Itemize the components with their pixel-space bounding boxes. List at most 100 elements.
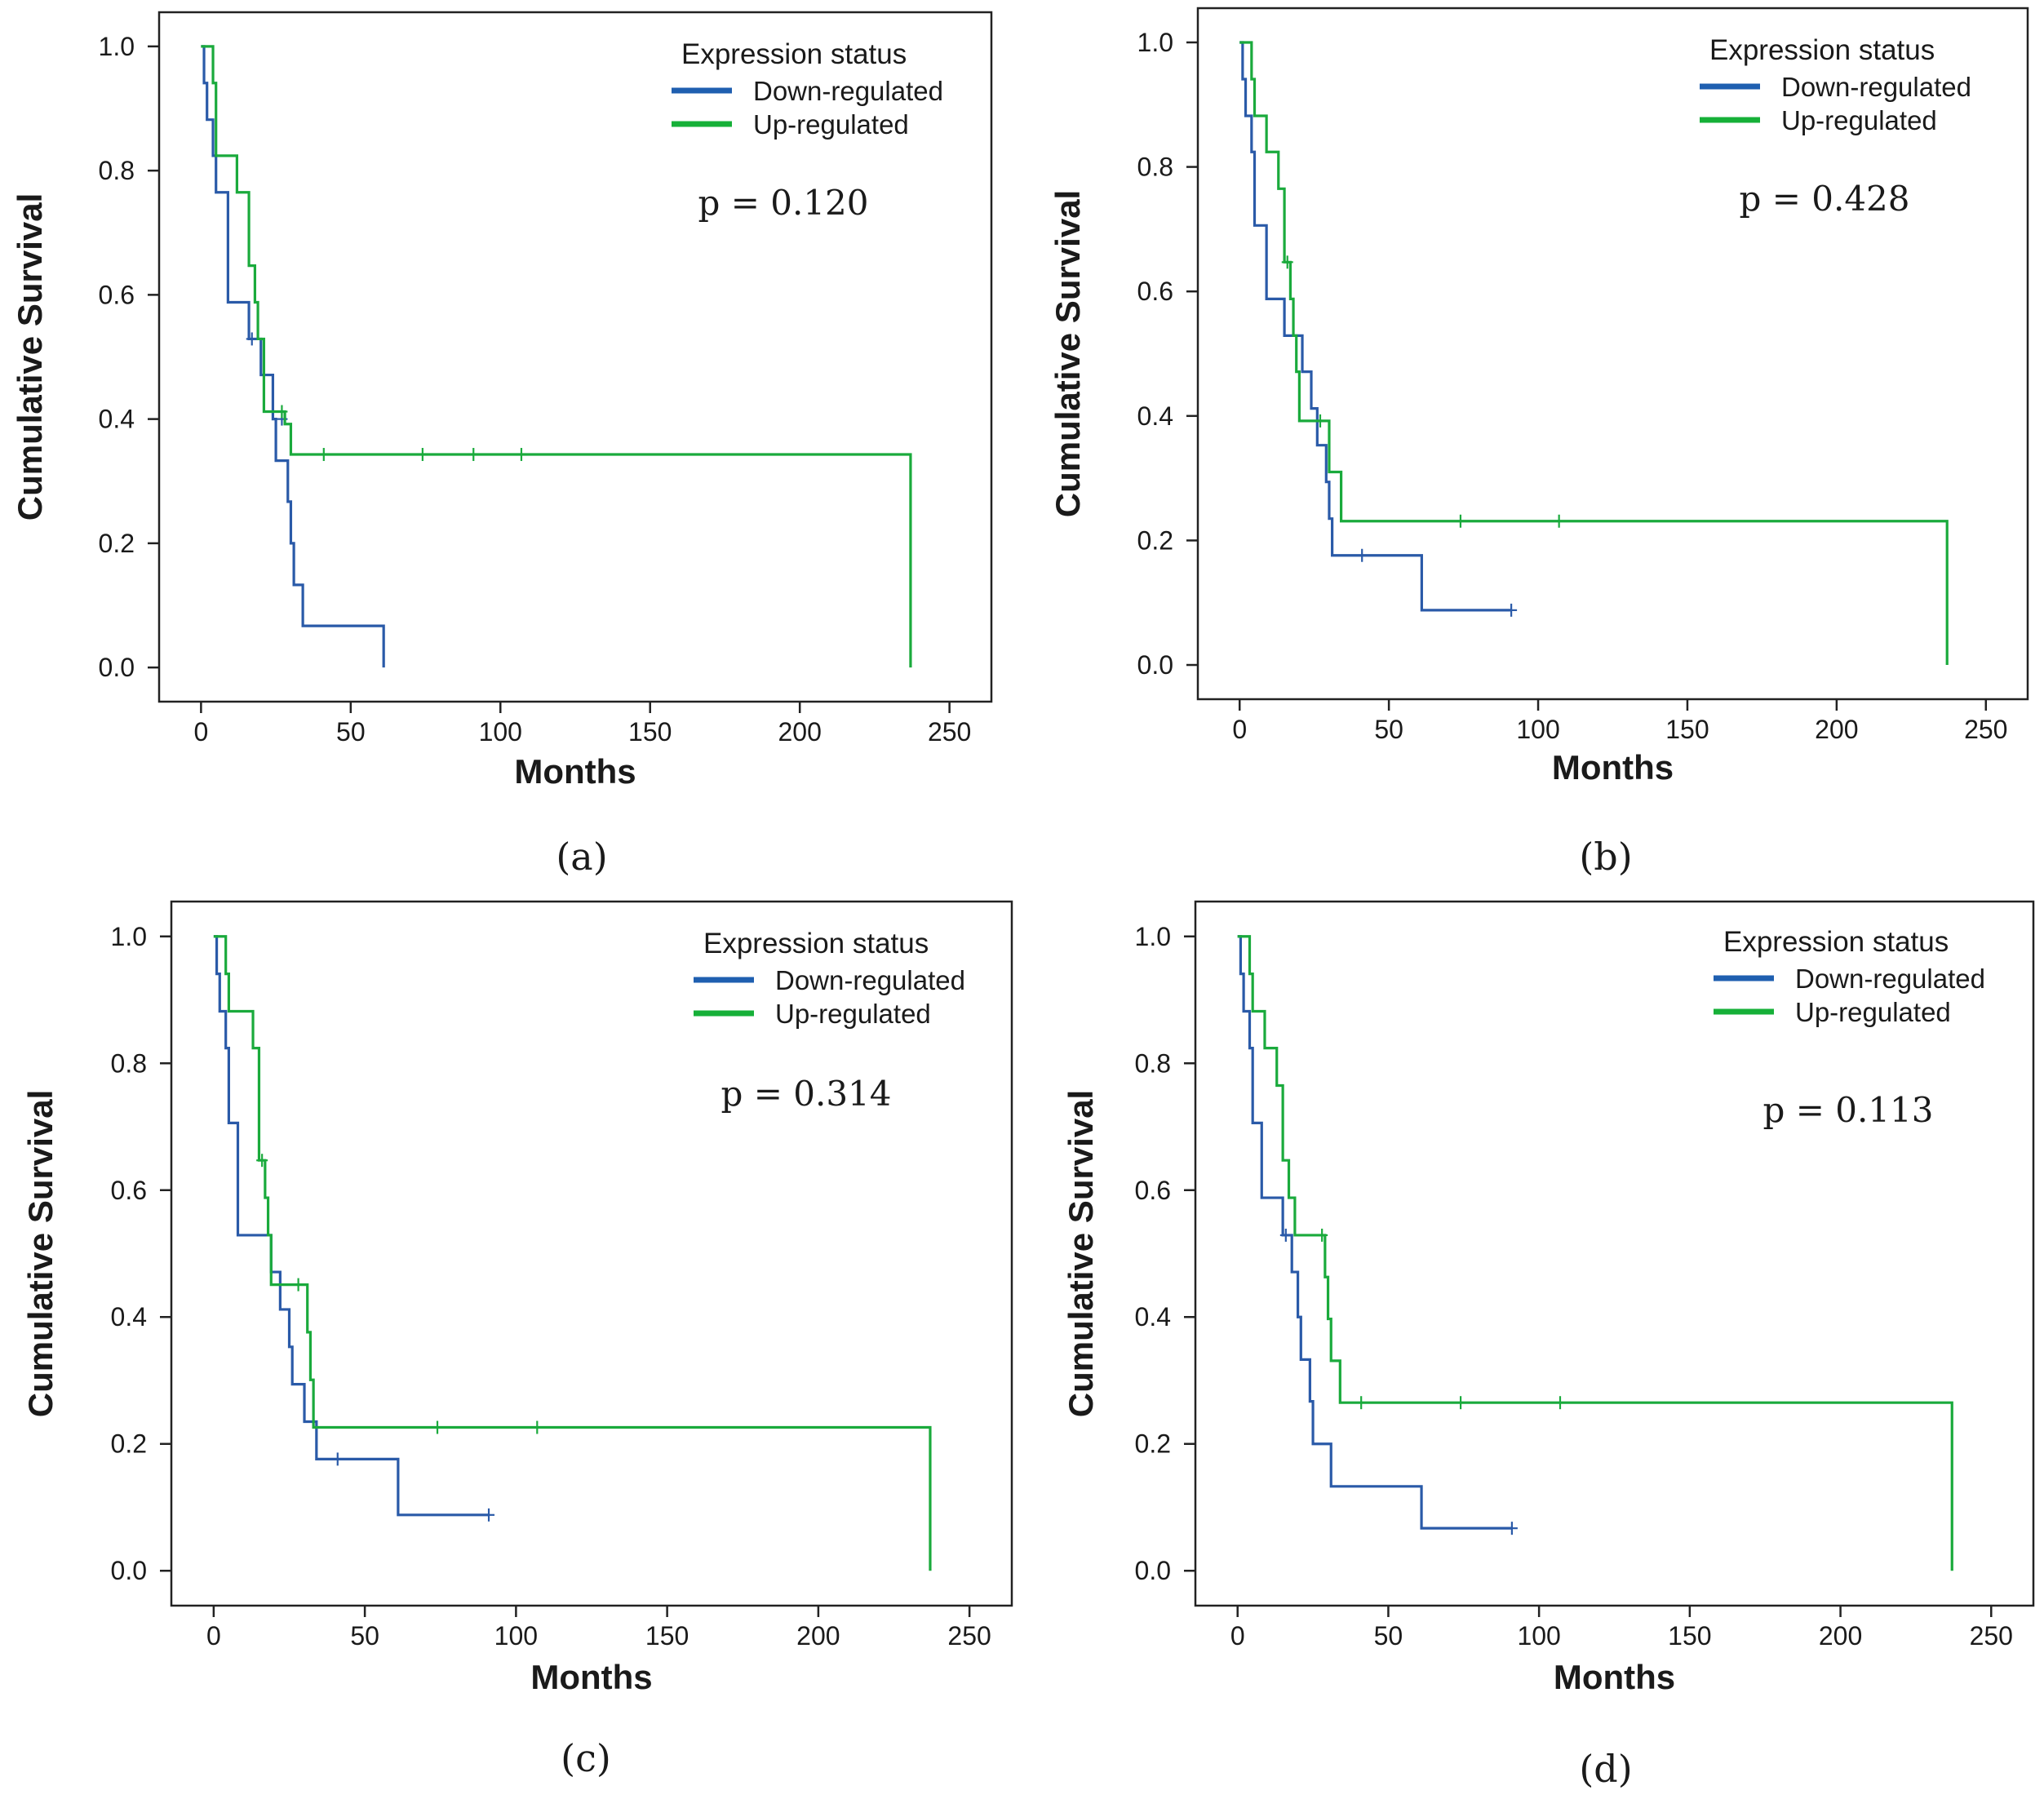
x-tick-label: 50 [1374, 1621, 1403, 1651]
y-tick-label: 0.0 [111, 1556, 147, 1585]
panel-label-a: (a) [556, 835, 607, 879]
x-tick-label: 200 [796, 1621, 840, 1651]
panel-label-b: (b) [1579, 835, 1632, 879]
censor-mark-up-regulated [256, 1154, 268, 1168]
plot-frame [170, 900, 1013, 1607]
censor-mark-down-regulated [483, 1508, 495, 1522]
censor-mark-up-regulated [1554, 1396, 1567, 1410]
x-tick-label: 50 [350, 1621, 379, 1651]
x-tick-label: 0 [1232, 715, 1247, 744]
censor-mark-up-regulated [276, 405, 288, 419]
y-tick-label: 0.2 [111, 1429, 147, 1459]
x-tick-label: 50 [1374, 715, 1403, 744]
y-tick-label: 0.2 [1137, 525, 1173, 555]
x-tick-label: 100 [479, 717, 522, 747]
censor-mark-up-regulated [1553, 514, 1565, 528]
survival-curve-down-regulated [1239, 41, 1512, 612]
censor-mark-down-regulated [246, 332, 258, 346]
x-axis-title: Months [1552, 748, 1674, 787]
chart-panel-a: 0 50 100 150 200 250 0.0 0.2 0.4 0.6 0.8 1.0 Months C… [11, 11, 993, 791]
y-tick-label: 0.0 [99, 653, 135, 682]
p-value-annotation: p = 0.314 [720, 1074, 891, 1114]
censor-mark-down-regulated [1356, 548, 1368, 562]
x-tick-label: 150 [1665, 715, 1709, 744]
x-tick-label: 0 [1230, 1621, 1245, 1651]
survival-curve-up-regulated [1237, 935, 1953, 1571]
y-tick-label: 0.8 [1135, 1048, 1171, 1078]
y-tick-label: 1.0 [1137, 28, 1173, 57]
y-tick-label: 0.6 [111, 1176, 147, 1205]
plot-frame [1194, 900, 2035, 1607]
censor-mark-up-regulated [1355, 1396, 1368, 1410]
legend-label: Down-regulated [753, 76, 943, 106]
y-tick-label: 0.0 [1137, 650, 1173, 680]
censor-mark-up-regulated [1281, 255, 1293, 269]
x-tick-label: 200 [1819, 1621, 1862, 1651]
y-tick-label: 0.0 [1135, 1556, 1171, 1585]
x-tick-label: 250 [1970, 1621, 2013, 1651]
x-tick-label: 0 [206, 1621, 221, 1651]
x-tick-label: 100 [1516, 715, 1559, 744]
legend-label: Up-regulated [753, 109, 909, 140]
x-tick-label: 0 [193, 717, 208, 747]
y-tick-label: 1.0 [111, 922, 147, 951]
censor-mark-up-regulated [292, 1278, 304, 1292]
y-axis-title: Cumulative Survival [1049, 190, 1087, 517]
y-tick-label: 1.0 [99, 32, 135, 61]
y-tick-label: 0.4 [1135, 1302, 1171, 1332]
censor-mark-up-regulated [515, 448, 527, 462]
x-tick-label: 200 [1815, 715, 1858, 744]
y-tick-label: 0.4 [99, 405, 135, 434]
y-axis-title: Cumulative Survival [21, 1090, 60, 1417]
y-tick-label: 0.6 [99, 280, 135, 309]
x-axis-title: Months [514, 752, 636, 791]
p-value-annotation: p = 0.120 [698, 183, 868, 223]
legend-label: Down-regulated [1781, 72, 1971, 102]
censor-mark-up-regulated [432, 1420, 444, 1434]
y-axis-title: Cumulative Survival [11, 193, 49, 521]
censor-mark-down-regulated [1505, 603, 1518, 617]
y-tick-label: 0.2 [1135, 1429, 1171, 1459]
legend-label: Up-regulated [1781, 105, 1937, 135]
legend-label: Down-regulated [1795, 964, 1985, 994]
x-axis-title: Months [1554, 1658, 1675, 1696]
x-tick-label: 50 [336, 717, 366, 747]
x-tick-label: 150 [645, 1621, 689, 1651]
legend-label: Up-regulated [775, 999, 931, 1029]
censor-mark-down-regulated [331, 1452, 344, 1466]
legend-label: Up-regulated [1795, 997, 1951, 1027]
survival-curve-down-regulated [201, 45, 385, 668]
survival-curve-up-regulated [1239, 41, 1949, 666]
chart-panel-c: 0 50 100 150 200 250 0.0 0.2 0.4 0.6 0.8 1.0 Months C… [21, 900, 1013, 1696]
censor-mark-down-regulated [1279, 1228, 1292, 1242]
survival-curve-up-regulated [201, 45, 912, 668]
legend: Expression status Down-regulatedUp-regula… [1700, 34, 1971, 135]
chart-panel-b: 0 50 100 150 200 250 0.0 0.2 0.4 0.6 0.8 1.0 Months C… [1049, 7, 2029, 787]
y-tick-label: 0.6 [1137, 277, 1173, 306]
plot-frame [1196, 7, 2029, 701]
y-tick-label: 0.2 [99, 529, 135, 558]
censor-mark-up-regulated [468, 448, 480, 462]
legend-title: Expression status [1709, 34, 1935, 66]
x-tick-label: 250 [947, 1621, 991, 1651]
censor-mark-up-regulated [1454, 514, 1466, 528]
y-tick-label: 0.4 [111, 1302, 147, 1332]
panel-label-c: (c) [561, 1736, 611, 1780]
p-value-annotation: p = 0.113 [1762, 1090, 1933, 1130]
x-tick-label: 150 [628, 717, 672, 747]
y-tick-label: 0.8 [111, 1048, 147, 1078]
x-tick-label: 100 [1517, 1621, 1560, 1651]
plot-frame [157, 11, 993, 703]
legend-title: Expression status [1723, 926, 1949, 958]
panel-label-d: (d) [1579, 1747, 1632, 1791]
y-axis-title: Cumulative Survival [1062, 1090, 1100, 1417]
censor-mark-up-regulated [317, 448, 330, 462]
y-tick-label: 1.0 [1135, 922, 1171, 951]
legend-title: Expression status [681, 38, 907, 70]
legend-title: Expression status [703, 928, 929, 959]
legend: Expression status Down-regulatedUp-regula… [1714, 926, 1985, 1027]
survival-curve-up-regulated [213, 935, 932, 1571]
y-tick-label: 0.8 [99, 156, 135, 185]
x-tick-label: 250 [1964, 715, 2007, 744]
